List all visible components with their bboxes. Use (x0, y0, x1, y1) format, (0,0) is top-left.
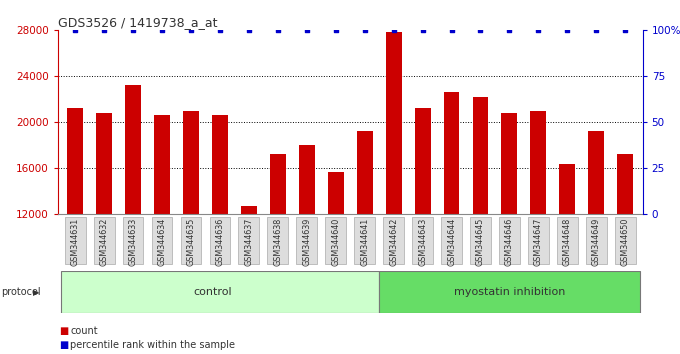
Bar (183, 110, 199, 352)
FancyBboxPatch shape (499, 217, 520, 264)
Point (562, 27, 573, 33)
Point (301, 27, 312, 33)
FancyBboxPatch shape (379, 271, 640, 313)
Bar (386, 32, 402, 352)
Text: GSM344634: GSM344634 (158, 217, 167, 266)
Text: percentile rank within the sample: percentile rank within the sample (70, 340, 235, 350)
Bar (241, 206, 257, 352)
Bar (588, 131, 605, 352)
Bar (443, 92, 460, 352)
FancyBboxPatch shape (267, 217, 288, 264)
FancyBboxPatch shape (152, 217, 173, 264)
Bar (501, 113, 517, 352)
Text: ■: ■ (59, 326, 69, 336)
Text: GSM344637: GSM344637 (244, 217, 254, 266)
Text: control: control (193, 287, 232, 297)
Bar (560, 164, 575, 352)
Point (533, 27, 544, 33)
FancyBboxPatch shape (65, 217, 86, 264)
Text: GSM344646: GSM344646 (505, 217, 514, 266)
FancyBboxPatch shape (94, 217, 114, 264)
FancyBboxPatch shape (557, 217, 578, 264)
Point (591, 27, 602, 33)
Point (475, 27, 486, 33)
Text: GSM344632: GSM344632 (100, 217, 109, 266)
Text: ▶: ▶ (33, 287, 39, 297)
FancyBboxPatch shape (61, 271, 379, 313)
Text: GSM344638: GSM344638 (273, 217, 282, 266)
FancyBboxPatch shape (470, 217, 491, 264)
FancyBboxPatch shape (209, 217, 231, 264)
Bar (212, 115, 228, 352)
Point (128, 27, 139, 33)
Point (273, 27, 284, 33)
Point (243, 27, 254, 33)
Point (186, 27, 197, 33)
Bar (473, 97, 488, 352)
Text: GSM344647: GSM344647 (534, 217, 543, 266)
Bar (96, 113, 112, 352)
Point (619, 27, 630, 33)
FancyBboxPatch shape (239, 217, 259, 264)
Text: GSM344643: GSM344643 (418, 217, 427, 266)
Text: protocol: protocol (1, 287, 40, 297)
Bar (154, 115, 170, 352)
FancyBboxPatch shape (586, 217, 607, 264)
Text: GSM344636: GSM344636 (216, 217, 224, 266)
FancyBboxPatch shape (441, 217, 462, 264)
Text: GSM344645: GSM344645 (476, 217, 485, 266)
Point (446, 27, 457, 33)
Bar (415, 108, 430, 352)
Point (417, 27, 428, 33)
FancyBboxPatch shape (296, 217, 317, 264)
FancyBboxPatch shape (528, 217, 549, 264)
Point (330, 27, 341, 33)
Bar (67, 108, 83, 352)
Text: GSM344635: GSM344635 (186, 217, 195, 266)
Bar (125, 85, 141, 352)
Point (388, 27, 399, 33)
FancyBboxPatch shape (181, 217, 201, 264)
Bar (270, 154, 286, 352)
Bar (617, 154, 633, 352)
Point (504, 27, 515, 33)
Text: GDS3526 / 1419738_a_at: GDS3526 / 1419738_a_at (58, 16, 218, 29)
Text: ■: ■ (59, 340, 69, 350)
FancyBboxPatch shape (325, 217, 346, 264)
Point (70, 27, 81, 33)
Text: GSM344639: GSM344639 (303, 217, 311, 266)
Text: GSM344648: GSM344648 (563, 217, 572, 266)
Point (359, 27, 370, 33)
Text: GSM344633: GSM344633 (129, 217, 137, 266)
Point (156, 27, 167, 33)
Bar (357, 131, 373, 352)
Point (214, 27, 225, 33)
Bar (299, 145, 315, 352)
Text: GSM344640: GSM344640 (331, 217, 340, 266)
Bar (328, 172, 343, 352)
Text: myostatin inhibition: myostatin inhibition (454, 287, 565, 297)
Text: GSM344641: GSM344641 (360, 217, 369, 266)
FancyBboxPatch shape (412, 217, 433, 264)
Bar (530, 110, 546, 352)
Text: GSM344644: GSM344644 (447, 217, 456, 266)
Text: GSM344631: GSM344631 (71, 217, 80, 266)
Text: GSM344650: GSM344650 (621, 217, 630, 266)
FancyBboxPatch shape (354, 217, 375, 264)
FancyBboxPatch shape (384, 217, 404, 264)
Text: GSM344642: GSM344642 (389, 217, 398, 266)
FancyBboxPatch shape (122, 217, 143, 264)
Text: GSM344649: GSM344649 (592, 217, 600, 266)
FancyBboxPatch shape (615, 217, 636, 264)
Point (99, 27, 109, 33)
Text: count: count (70, 326, 98, 336)
